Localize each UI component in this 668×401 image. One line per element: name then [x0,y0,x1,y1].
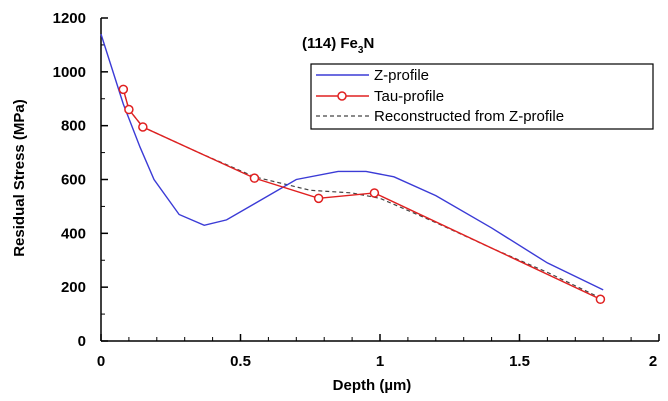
data-point-tau-profile [138,122,148,132]
x-tick-label: 2 [649,353,657,370]
y-tick-label: 1000 [53,64,86,81]
x-ticks: 0 0.5 1 1.5 2 [97,334,660,370]
data-point-tau-profile [313,193,324,204]
y-axis-title: Residual Stress (MPa) [11,99,28,257]
y-tick-label: 800 [61,118,86,135]
x-tick-label: 1 [376,353,384,370]
data-point-tau-profile [124,104,134,115]
data-point-tau-profile [249,173,260,183]
legend-label-z-profile: Z-profile [374,67,429,84]
annotation-suffix: N [363,35,374,52]
legend-marker-tau-profile [337,91,347,101]
data-point-tau-profile [369,188,380,198]
legend-label-tau-profile: Tau-profile [374,88,444,105]
annotation-prefix: (114) Fe [302,35,358,52]
legend-label-reconstructed: Reconstructed from Z-profile [374,108,564,125]
y-tick-label: 400 [61,225,86,242]
x-tick-label: 1.5 [509,353,530,370]
y-ticks: 0 200 400 600 800 1000 1200 [53,10,108,350]
y-tick-label: 1200 [53,10,86,27]
series-line-z-profile [100,33,604,291]
y-tick-label: 200 [61,279,86,296]
legend: Z-profile Tau-profile Reconstructed from… [310,63,654,130]
y-tick-label: 600 [61,172,86,189]
x-tick-label: 0 [97,353,105,370]
annotation-subscript: 3 [358,45,364,56]
data-point-tau-profile [595,294,606,305]
x-axis-title: Depth (µm) [333,377,412,394]
chart-annotation: (114) Fe3N [302,35,374,56]
series-layer [100,33,606,305]
y-tick-label: 0 [78,333,86,350]
plot-area: 0 0.5 1 1.5 2 0 200 400 600 800 1000 1200 [53,10,660,370]
x-tick-label: 0.5 [230,353,251,370]
data-point-tau-profile [118,84,129,95]
